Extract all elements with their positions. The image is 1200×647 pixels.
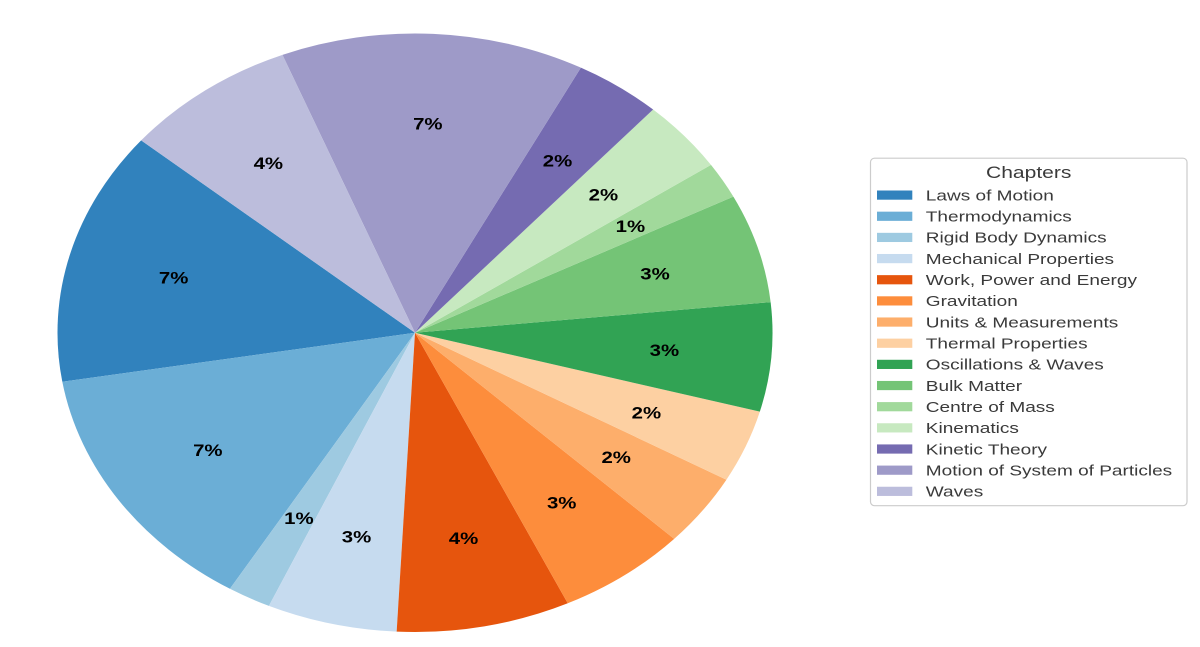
svg-text:2%: 2% — [589, 185, 619, 204]
svg-text:Waves: Waves — [926, 483, 983, 500]
svg-text:Kinetic Theory: Kinetic Theory — [926, 440, 1048, 457]
svg-text:3%: 3% — [342, 527, 372, 546]
svg-text:3%: 3% — [547, 493, 577, 512]
svg-text:7%: 7% — [159, 268, 189, 287]
svg-text:Centre of Mass: Centre of Mass — [926, 398, 1055, 415]
svg-text:Rigid Body Dynamics: Rigid Body Dynamics — [926, 229, 1107, 246]
svg-text:Motion of System of Particles: Motion of System of Particles — [926, 461, 1172, 478]
svg-text:Chapters: Chapters — [986, 164, 1071, 183]
svg-text:Kinematics: Kinematics — [926, 419, 1019, 436]
svg-text:Thermal Properties: Thermal Properties — [926, 334, 1088, 351]
svg-text:Gravitation: Gravitation — [926, 292, 1018, 309]
svg-text:2%: 2% — [632, 403, 662, 422]
svg-text:4%: 4% — [449, 529, 479, 548]
svg-text:2%: 2% — [543, 151, 573, 170]
svg-text:Mechanical Properties: Mechanical Properties — [926, 250, 1114, 267]
svg-text:3%: 3% — [650, 340, 680, 359]
svg-text:3%: 3% — [640, 264, 670, 283]
svg-text:1%: 1% — [616, 217, 646, 236]
svg-text:Bulk Matter: Bulk Matter — [926, 377, 1023, 394]
svg-text:Laws of Motion: Laws of Motion — [926, 186, 1054, 203]
svg-text:Oscillations & Waves: Oscillations & Waves — [926, 356, 1104, 373]
svg-text:7%: 7% — [413, 114, 443, 133]
svg-text:1%: 1% — [284, 509, 314, 528]
svg-text:Work, Power and Energy: Work, Power and Energy — [926, 271, 1138, 288]
svg-text:2%: 2% — [601, 448, 631, 467]
svg-text:Units & Measurements: Units & Measurements — [926, 313, 1118, 330]
svg-text:Thermodynamics: Thermodynamics — [926, 208, 1072, 225]
svg-text:4%: 4% — [254, 153, 284, 172]
svg-text:7%: 7% — [193, 441, 223, 460]
